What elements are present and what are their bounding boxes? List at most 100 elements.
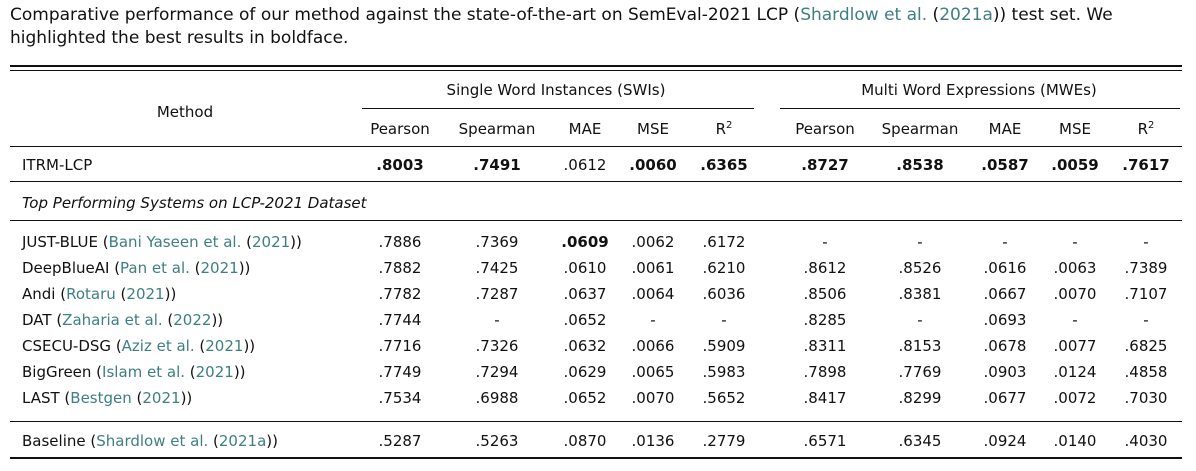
value-cell: .0062 xyxy=(631,233,675,251)
proposed-method-rule xyxy=(10,181,1182,182)
value-cell: .0065 xyxy=(631,363,675,381)
value-cell: .0632 xyxy=(563,337,607,355)
value-cell: .6172 xyxy=(702,233,746,251)
value-cell: - xyxy=(917,311,923,329)
method-name-cell: ITRM-LCP xyxy=(22,155,92,175)
value-cell: .0616 xyxy=(983,259,1027,277)
method-name-cell: LAST (Bestgen (2021)) xyxy=(22,389,193,407)
value-cell: .0587 xyxy=(981,156,1029,174)
value-cell: .8311 xyxy=(803,337,847,355)
method-citation-year[interactable]: 2021 xyxy=(142,389,181,407)
value-cell: .0070 xyxy=(631,389,675,407)
value-cell: .7294 xyxy=(475,363,519,381)
method-citation-year[interactable]: 2022 xyxy=(173,311,212,329)
value-cell: .0063 xyxy=(1053,259,1097,277)
method-citation-name[interactable]: Aziz et al. xyxy=(121,337,195,355)
section-rule xyxy=(10,220,1182,221)
value-cell: .0066 xyxy=(631,337,675,355)
method-name-cell: CSECU-DSG (Aziz et al. (2021)) xyxy=(22,337,256,355)
swi-metric-header-pearson: Pearson xyxy=(370,119,430,139)
method-citation-name[interactable]: Bani Yaseen et al. xyxy=(108,233,242,251)
method-citation-year[interactable]: 2021 xyxy=(200,259,239,277)
method-name: DeepBlueAI xyxy=(22,259,110,277)
method-name: Baseline xyxy=(22,432,86,450)
value-cell: .0903 xyxy=(983,363,1027,381)
value-cell: .0637 xyxy=(563,285,607,303)
caption-citation-year[interactable]: 2021a xyxy=(939,5,993,25)
metric-header-label: MAE xyxy=(568,120,602,138)
caption-citation-name[interactable]: Shardlow et al. xyxy=(800,5,928,25)
value-cell: .0629 xyxy=(563,363,607,381)
value-cell: .6365 xyxy=(700,156,748,174)
value-cell: .7749 xyxy=(378,363,422,381)
method-header: Method xyxy=(156,103,214,121)
value-cell: .6988 xyxy=(475,389,519,407)
value-cell: - xyxy=(721,311,727,329)
value-cell: .5263 xyxy=(475,432,519,450)
value-cell: .6345 xyxy=(898,432,942,450)
section-title-top-systems: Top Performing Systems on LCP-2021 Datas… xyxy=(22,194,367,212)
value-cell: .7534 xyxy=(378,389,422,407)
method-citation-name[interactable]: Bestgen xyxy=(70,389,132,407)
metric-header-label: Spearman xyxy=(458,120,536,138)
method-name-cell: Andi (Rotaru (2021)) xyxy=(22,285,177,303)
metric-header-label: R xyxy=(715,120,727,138)
method-citation-year[interactable]: 2021 xyxy=(251,233,291,251)
value-cell: .0072 xyxy=(1053,389,1097,407)
value-cell: .5287 xyxy=(378,432,422,450)
method-citation-year[interactable]: 2021 xyxy=(126,285,165,303)
method-citation-name[interactable]: Shardlow et al. xyxy=(96,432,209,450)
value-cell: .8381 xyxy=(898,285,942,303)
method-citation-year[interactable]: 2021 xyxy=(205,337,244,355)
method-citation-name[interactable]: Islam et al. xyxy=(102,363,186,381)
value-cell: - xyxy=(1143,311,1149,329)
method-citation-year[interactable]: 2021a xyxy=(218,432,267,450)
value-cell: .7782 xyxy=(378,285,422,303)
swi-metric-header-r: R2 xyxy=(716,119,733,139)
method-citation-name[interactable]: Zaharia et al. xyxy=(62,311,163,329)
value-cell: .5909 xyxy=(702,337,746,355)
swi-metric-header-mae: MAE xyxy=(569,119,602,139)
value-cell: .0870 xyxy=(563,432,607,450)
method-name-cell: DeepBlueAI (Pan et al. (2021)) xyxy=(22,259,251,277)
method-citation-year[interactable]: 2021 xyxy=(195,363,234,381)
metric-header-label: MSE xyxy=(1059,120,1091,138)
method-name-cell: DAT (Zaharia et al. (2022)) xyxy=(22,311,224,329)
value-cell: .0077 xyxy=(1053,337,1097,355)
value-cell: - xyxy=(1143,233,1149,251)
method-name: JUST-BLUE xyxy=(22,233,98,251)
value-cell: .7030 xyxy=(1124,389,1168,407)
value-cell: .2779 xyxy=(702,432,746,450)
value-cell: .7287 xyxy=(475,285,519,303)
table-caption: Comparative performance of our method ag… xyxy=(10,4,1186,50)
value-cell: .0677 xyxy=(983,389,1027,407)
value-cell: .0064 xyxy=(631,285,675,303)
mwe-metric-header-pearson: Pearson xyxy=(795,119,855,139)
method-citation-name[interactable]: Rotaru xyxy=(66,285,116,303)
baseline-rule xyxy=(10,421,1182,422)
value-cell: .7389 xyxy=(1124,259,1168,277)
value-cell: .7425 xyxy=(475,259,519,277)
value-cell: .0060 xyxy=(629,156,677,174)
value-cell: .7326 xyxy=(475,337,519,355)
value-cell: .0609 xyxy=(561,233,609,251)
value-cell: .5983 xyxy=(702,363,746,381)
value-cell: .7491 xyxy=(473,156,521,174)
value-cell: .7886 xyxy=(378,233,422,251)
r-squared-superscript: 2 xyxy=(726,120,733,131)
value-cell: .7744 xyxy=(378,311,422,329)
mwe-group-rule xyxy=(780,108,1180,109)
value-cell: .5652 xyxy=(702,389,746,407)
mwe-group-header: Multi Word Expressions (MWEs) xyxy=(861,81,1097,99)
method-name: ITRM-LCP xyxy=(22,156,93,174)
metric-header-label: MSE xyxy=(637,120,669,138)
value-cell: .7369 xyxy=(475,233,519,251)
value-cell: - xyxy=(494,311,500,329)
value-cell: .0693 xyxy=(983,311,1027,329)
method-citation-name[interactable]: Pan et al. xyxy=(120,259,190,277)
method-name: BigGreen xyxy=(22,363,92,381)
value-cell: - xyxy=(1002,233,1008,251)
value-cell: .7769 xyxy=(898,363,942,381)
mwe-metric-header-mse: MSE xyxy=(1059,119,1091,139)
value-cell: .0124 xyxy=(1053,363,1097,381)
